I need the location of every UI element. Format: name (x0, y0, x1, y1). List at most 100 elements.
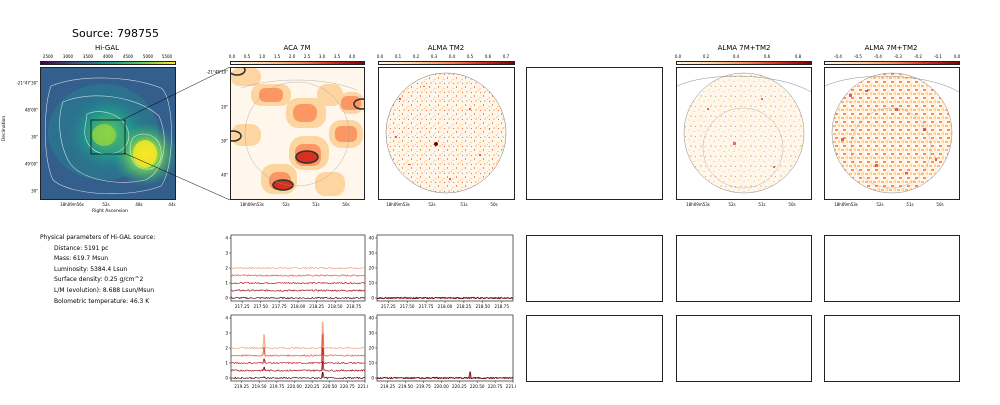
x-tick: 18h09m56s (60, 202, 84, 207)
spectrum-series-group (376, 296, 514, 300)
x-tick: 50s (788, 202, 796, 207)
cb-tick: -0.1 (934, 54, 942, 59)
x-tick-label: 218.75 (494, 304, 509, 309)
colorbar-higal (40, 61, 176, 65)
x-tick-label: 220.50 (470, 384, 485, 389)
spectrum-line (230, 281, 366, 285)
x-tick-label: 221.00 (506, 384, 516, 389)
y-tick-label: 0 (371, 376, 374, 381)
cb-tick: 4000 (102, 54, 114, 59)
x-tick-label: 220.75 (488, 384, 503, 389)
x-tick: 18h09m53s (686, 202, 710, 207)
y-tick-label: 1 (225, 281, 228, 286)
colorbar-alma-7m-tm2 (676, 61, 812, 65)
cb-tick: 4500 (122, 54, 134, 59)
empty-spectrum-panel (824, 235, 960, 302)
cb-tick: 0.5 (243, 54, 251, 59)
x-tick: 51s (312, 202, 320, 207)
y-tick-label: 3 (225, 251, 228, 256)
spectrum-aca-lower: 0 1 2 3 4 219.25 219.50 219.75 220.00 220.25 220.5… (225, 314, 368, 389)
y-tick-label: 10 (369, 281, 375, 286)
spectrum-line (230, 347, 366, 365)
aca-xticks: 18h09m53s 52s 51s 50s (230, 202, 365, 208)
y-tick-label: 40 (369, 236, 375, 241)
x-tick: 18h09m53s (240, 202, 264, 207)
cb-tick: 2.0 (288, 54, 296, 59)
y-tick-label: 2 (225, 346, 228, 351)
empty-spectrum-panel (526, 235, 663, 302)
x-tick: 44s (168, 202, 176, 207)
cb-tick: 0.5 (466, 54, 474, 59)
spectrum-series-group (230, 266, 366, 300)
cb-tick: 1.5 (273, 54, 281, 59)
cb-tick: 0.1 (394, 54, 402, 59)
colorbar-aca (230, 61, 365, 65)
y-tick-label: 30 (369, 331, 375, 336)
cb-tick: -0.4 (874, 54, 882, 59)
y-tick: -21°47'30" (16, 80, 38, 86)
colorbar-aca-ticks: 0.0 0.5 1.0 1.5 2.0 2.5 3.0 3.5 4.0 (229, 54, 365, 60)
empty-image-panel (526, 67, 663, 200)
x-tick-label: 221.00 (358, 384, 368, 389)
x-tick-label: 218.50 (475, 304, 490, 309)
spectrum-line (230, 361, 366, 372)
y-tick-label: 40 (369, 316, 375, 321)
cb-tick: 0.6 (763, 54, 771, 59)
alma-7m-tm2-b-xticks: 18h09m53s 52s 51s 50s (824, 202, 960, 208)
cb-tick: 3000 (62, 54, 74, 59)
x-tick-label: 217.75 (272, 304, 287, 309)
x-tick: 18h09m53s (834, 202, 858, 207)
spectrum-aca-upper: 0 1 2 3 4 217.25 217.50 217.75 218.00 218.25 218.5… (225, 234, 366, 309)
x-tick-label: 219.50 (252, 384, 267, 389)
spectrum-series-group (230, 321, 366, 380)
x-tick-label: 218.00 (291, 304, 306, 309)
x-tick: 52s (428, 202, 436, 207)
colorbar-alma-7m-tm2-ticks: 0.0 0.2 0.4 0.6 0.8 (675, 54, 812, 60)
y-tick-label: 3 (225, 331, 228, 336)
alma-tm2-map-svg (385, 72, 507, 194)
higal-xlabel: Right Ascension (92, 209, 128, 214)
alma-7m-tm2-image (676, 67, 812, 200)
x-tick-label: 220.75 (340, 384, 355, 389)
x-tick-label: 217.25 (235, 304, 250, 309)
x-tick: 51s (906, 202, 914, 207)
cb-tick: 0.6 (484, 54, 492, 59)
y-tick-label: 10 (369, 361, 375, 366)
y-tick: 40" (221, 172, 228, 178)
y-tick-label: 20 (369, 266, 375, 271)
spectrum-line (376, 376, 514, 380)
y-tick-label: 30 (369, 251, 375, 256)
cb-tick: 4.0 (348, 54, 356, 59)
panel-title-alma-7m-tm2: ALMA 7M+TM2 (717, 44, 771, 52)
colorbar-higal-ticks: 2500 3000 3500 4000 4500 5000 5500 (40, 54, 176, 60)
cb-tick: 3.5 (333, 54, 341, 59)
spectrum-series-group (376, 371, 514, 380)
y-tick: 30" (31, 134, 38, 140)
x-tick-label: 217.50 (400, 304, 415, 309)
aca-map-svg (231, 68, 364, 196)
x-tick-label: 220.00 (434, 384, 449, 389)
y-tick: 20" (221, 104, 228, 110)
param-luminosity: Luminosity: 5384.4 Lsun (54, 265, 128, 273)
spectrum-line (230, 332, 366, 357)
aca-yticks: -21°48'10" 20" 30" 40" (206, 67, 229, 200)
source-title: Source: 798755 (72, 27, 159, 40)
spectrum-line (230, 266, 366, 270)
alma-7m-tm2-b-map-svg (825, 72, 959, 194)
x-tick: 52s (728, 202, 736, 207)
higal-yticks: -21°47'30" 48'00" 30" 49'00" 30" (16, 67, 39, 200)
x-tick-label: 220.25 (452, 384, 467, 389)
plot-frame (376, 314, 514, 382)
x-tick-label: 219.25 (380, 384, 395, 389)
cb-tick: 3.0 (318, 54, 326, 59)
cb-tick: 0.7 (502, 54, 510, 59)
alma-7m-tm2-b-image (824, 67, 960, 200)
empty-spectrum-panel (676, 235, 812, 302)
y-tick-label: 2 (225, 266, 228, 271)
x-tick: 51s (460, 202, 468, 207)
param-lm: L/M (evolution): 8.688 Lsun/Msun (54, 286, 155, 294)
cb-tick: 0.3 (430, 54, 438, 59)
empty-spectrum-panel (526, 315, 663, 382)
